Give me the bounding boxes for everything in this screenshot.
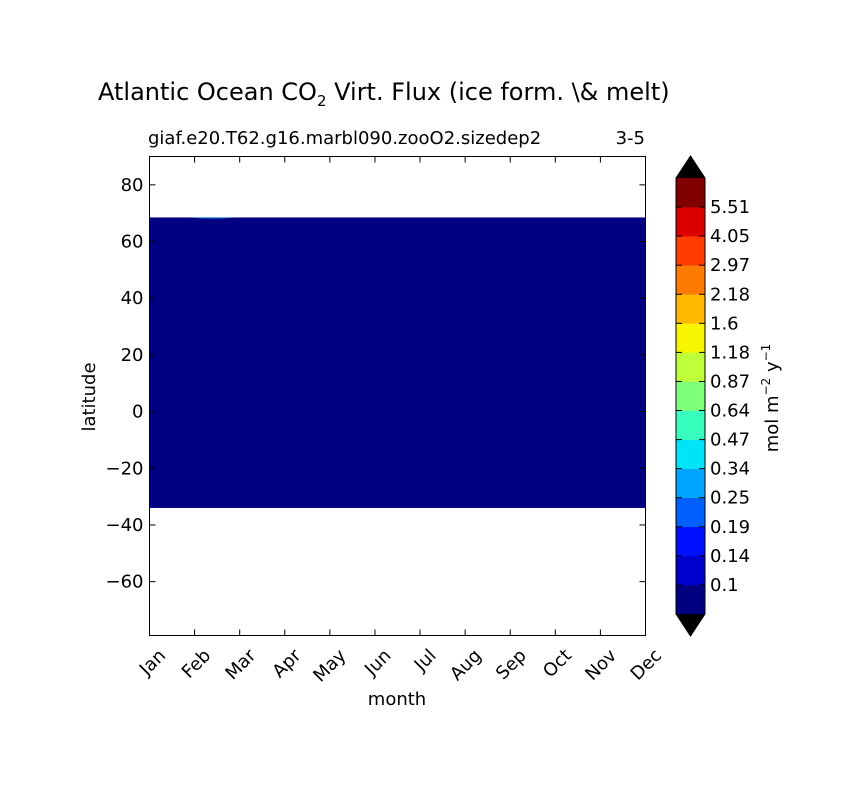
colorbar-segment [676,323,705,353]
season-label: 3-5 [616,128,645,149]
colorbar-extend-top [676,156,705,178]
plot-frame [149,156,646,636]
y-tick-label: −60 [106,572,144,593]
x-tick-label: Oct [539,645,576,682]
y-tick-label: −40 [106,515,144,536]
colorbar-label-exp1: −2 [759,378,773,396]
y-tick-label: 80 [121,175,144,196]
x-tick-label: May [309,645,350,686]
x-tick-label: Sep [492,645,531,684]
colorbar-label-exp2: −1 [759,344,773,362]
colorbar-tick-label: 4.05 [710,226,750,247]
colorbar-extend-bottom [676,614,705,636]
colorbar-label: mol m−2 y−1 [759,344,783,453]
colorbar-segment [676,555,705,586]
colorbar-segment [676,410,705,440]
colorbar-segment [676,497,705,528]
data-layer [149,217,646,508]
y-tick-label: 40 [121,288,144,309]
plot-area: 80 60 40 20 0 −20 −40 −60 Jan Feb Mar Apr May Jun Jul… [106,156,666,686]
x-tick-label: Nov [581,645,621,685]
colorbar-segment [676,178,705,208]
colorbar-tick-label: 2.97 [710,255,750,276]
y-tick-label: 20 [121,345,144,366]
x-tick-label: Dec [627,645,666,684]
chart-title-main: Atlantic Ocean CO [98,78,317,106]
x-tick-label: Jun [360,645,395,680]
y-axis-ticks: 80 60 40 20 0 −20 −40 −60 [106,175,646,593]
colorbar-tick-label: 5.51 [710,197,750,218]
colorbar-tick-label: 1.6 [710,313,739,334]
y-axis-label: latitude [79,362,100,431]
colorbar-tick-label: 0.1 [710,575,739,596]
colorbar-segment [676,439,705,469]
colorbar-tick-label: 1.18 [710,342,750,363]
colorbar-tick-label: 0.19 [710,517,750,538]
x-tick-label: Aug [446,645,486,685]
colorbar-segment [676,468,705,499]
colorbar-segment [676,265,705,295]
colorbar-segment [676,381,705,411]
chart-title: Atlantic Ocean CO2 Virt. Flux (ice form.… [98,78,670,110]
colorbar-tick-label: 0.14 [710,546,750,567]
x-axis-label: month [368,689,426,710]
x-tick-label: Mar [221,645,260,684]
colorbar-tick-label: 2.18 [710,284,750,305]
data-edge-sliver [190,217,236,219]
colorbar-segment [676,294,705,324]
colorbar-tick-label: 0.64 [710,401,750,422]
colorbar-outline [675,155,706,637]
colorbar-tick-label: 0.47 [710,430,750,451]
colorbar-segment [676,236,705,266]
colorbar-tick-label: 0.87 [710,371,750,392]
colorbar-tick-label: 0.34 [710,459,750,480]
run-name-label: giaf.e20.T62.g16.marbl090.zooO2.sizedep2 [148,128,541,149]
chart-title-subscript: 2 [317,92,327,110]
x-tick-label: Apr [268,645,305,682]
y-tick-label: 60 [121,232,144,253]
x-tick-label: Jan [135,645,170,680]
colorbar-label-unit: mol m [762,395,783,452]
colorbar-segment [676,584,705,615]
colorbar: 0.1 0.14 0.19 0.25 0.34 0.47 0.64 0.87 1.18 1.6 2.… [675,155,750,637]
colorbar-segment [676,207,705,237]
x-tick-label: Feb [178,645,215,682]
colorbar-segment [676,526,705,557]
x-tick-label: Jul [410,645,441,676]
chart-title-rest: Virt. Flux (ice form. \& melt) [327,78,670,106]
y-tick-label: 0 [132,402,143,423]
data-fill-region [149,217,646,508]
colorbar-label-mid: y [762,361,783,378]
colorbar-segment [676,352,705,382]
y-tick-label: −20 [106,458,144,479]
colorbar-tick-label: 0.25 [710,488,750,509]
